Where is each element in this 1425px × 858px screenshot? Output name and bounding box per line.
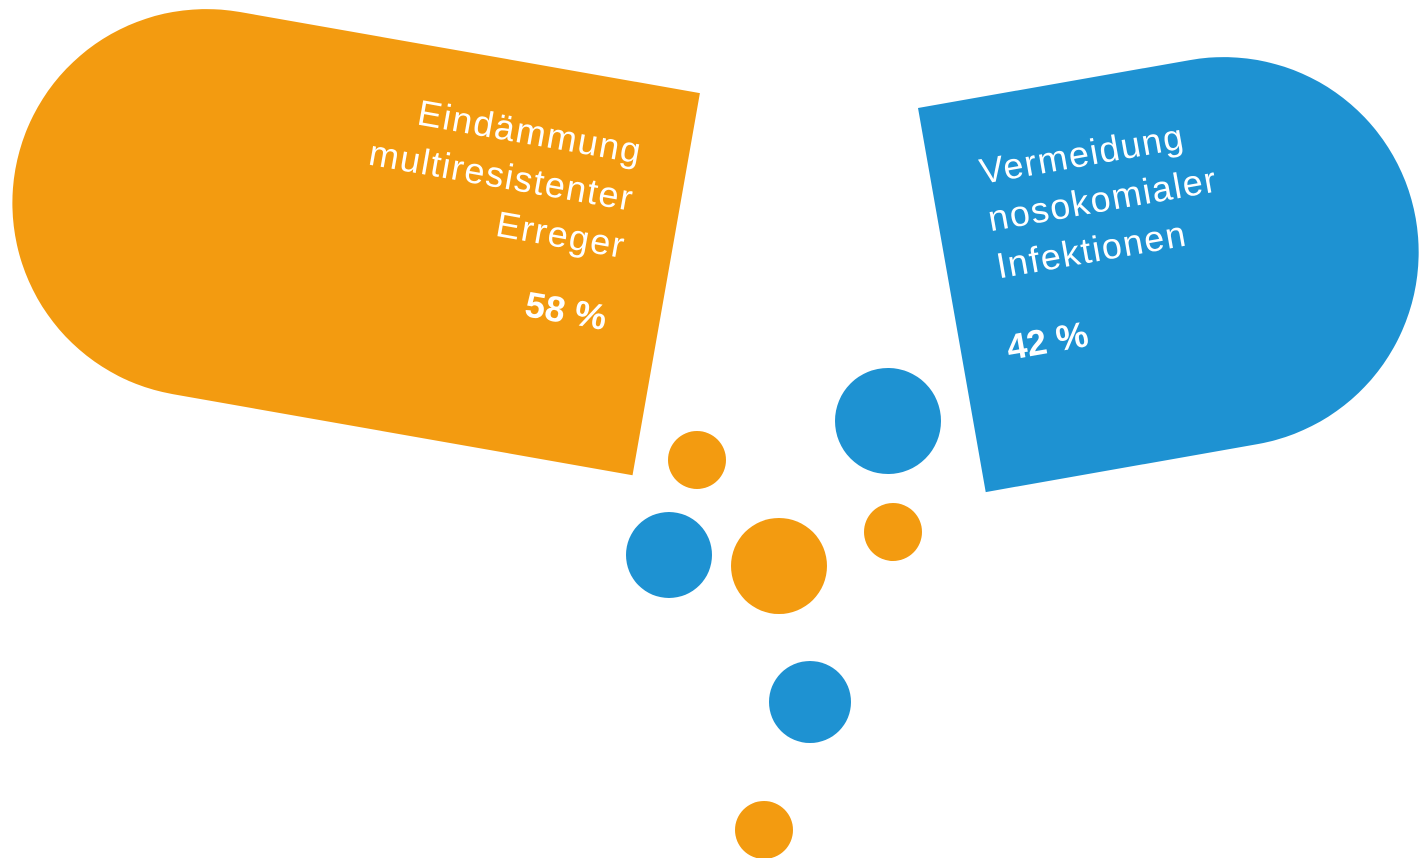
pills — [626, 368, 941, 858]
capsule-left: Eindämmung multiresistenter Erreger 58 % — [0, 0, 700, 475]
pill-dot — [735, 801, 793, 858]
infographic: Eindämmung multiresistenter Erreger 58 %… — [0, 0, 1425, 858]
pill-dot — [626, 512, 712, 598]
pill-dot — [864, 503, 922, 561]
capsule-right: Vermeidung nosokomialer Infektionen 42 % — [918, 26, 1425, 492]
capsule-half — [918, 26, 1425, 492]
pill-dot — [731, 518, 827, 614]
pill-dot — [769, 661, 851, 743]
page: Eindämmung multiresistenter Erreger 58 %… — [0, 0, 1425, 858]
pill-dot — [668, 431, 726, 489]
pill-dot — [835, 368, 941, 474]
